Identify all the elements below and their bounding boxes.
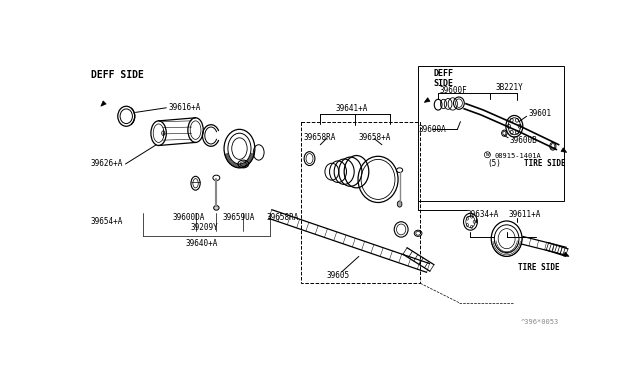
Text: TIRE SIDE: TIRE SIDE [518, 263, 560, 272]
Polygon shape [101, 101, 106, 106]
Text: ^396*0053: ^396*0053 [520, 319, 559, 325]
Text: 39658+A: 39658+A [359, 132, 391, 141]
Text: 3B221Y: 3B221Y [496, 83, 524, 92]
Text: 08915-1401A: 08915-1401A [494, 153, 541, 159]
Text: 39658RA: 39658RA [266, 214, 299, 222]
Text: 39209Y: 39209Y [191, 222, 219, 232]
Text: DEFF: DEFF [433, 70, 454, 78]
Text: 39600A: 39600A [419, 125, 447, 134]
Text: SIDE: SIDE [433, 78, 454, 88]
Polygon shape [561, 148, 566, 153]
Text: 39658RA: 39658RA [303, 132, 336, 141]
Text: DEFF SIDE: DEFF SIDE [91, 70, 144, 80]
Text: 39600DA: 39600DA [172, 214, 205, 222]
Text: (5): (5) [488, 159, 501, 168]
Polygon shape [424, 98, 430, 102]
Text: 39605: 39605 [326, 271, 349, 280]
Text: 39659UA: 39659UA [223, 214, 255, 222]
Bar [418, 66, 564, 201]
Text: 39600F: 39600F [440, 86, 467, 94]
Text: 39640+A: 39640+A [186, 239, 218, 248]
Text: 39654+A: 39654+A [91, 217, 124, 226]
Ellipse shape [214, 206, 219, 210]
Text: 39641+A: 39641+A [336, 104, 368, 113]
Text: 39616+A: 39616+A [168, 103, 201, 112]
Text: 39626+A: 39626+A [91, 160, 124, 169]
Ellipse shape [397, 201, 402, 207]
Text: 39634+A: 39634+A [467, 210, 499, 219]
Text: 39601: 39601 [528, 109, 551, 118]
Text: TIRE SIDE: TIRE SIDE [524, 159, 566, 168]
Text: 39611+A: 39611+A [509, 210, 541, 219]
Polygon shape [563, 252, 569, 256]
Text: 39600B: 39600B [509, 137, 538, 145]
Text: W: W [486, 152, 489, 157]
Bar [301, 122, 420, 283]
Ellipse shape [213, 175, 220, 180]
